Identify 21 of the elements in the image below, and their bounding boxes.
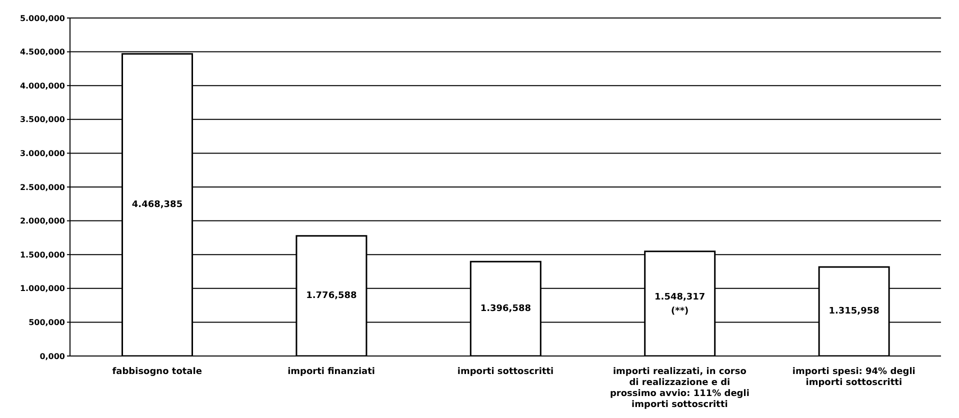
y-tick-label: 1.000,000: [20, 284, 66, 294]
data-label: 1.396,588: [480, 304, 532, 314]
y-tick-label: 3.000,000: [20, 149, 66, 158]
data-label: 1.548,317 (**): [654, 293, 706, 318]
x-tick-label: importi realizzati, in corso di realizzazione e di prossimo avvio: 111% degli importi sottoscritti: [610, 367, 750, 410]
data-label: 4.468,385: [132, 200, 183, 210]
data-label: 1.776,588: [306, 291, 357, 302]
y-tick-label: 3.500,000: [20, 115, 66, 124]
y-tick-label: 500,000: [28, 318, 66, 328]
y-tick-label: 1.500,000: [20, 250, 66, 260]
y-tick-label: 2.500,000: [20, 182, 66, 192]
y-tick-label: 4.500,000: [20, 48, 66, 57]
y-tick-label: 5.000,000: [20, 14, 66, 23]
x-tick-label: importi finanziati: [288, 367, 375, 377]
y-tick-label: 0,000: [40, 352, 66, 361]
x-tick-label: fabbisogno totale: [112, 367, 202, 377]
data-label: 1.315,958: [828, 306, 880, 317]
y-tick-label: 4.000,000: [20, 81, 66, 90]
x-tick-label: importi sottoscritti: [457, 367, 554, 377]
y-tick-label: 2.000,000: [20, 216, 66, 226]
x-tick-label: importi spesi: 94% degli importi sottoscritti: [792, 367, 916, 388]
